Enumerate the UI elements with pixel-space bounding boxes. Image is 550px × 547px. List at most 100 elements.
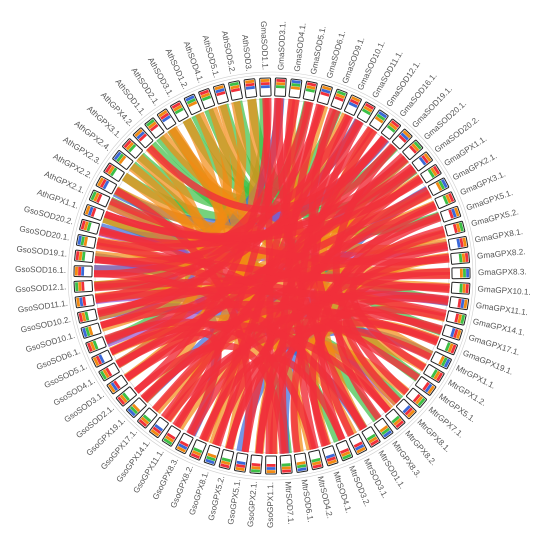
- gene-box-stripe: [441, 179, 448, 189]
- gene-box-stripe: [458, 253, 463, 263]
- gene-box-stripe: [102, 180, 110, 190]
- gene-box-stripe: [402, 130, 411, 139]
- gene-box: [302, 80, 318, 102]
- gene-box-stripe: [456, 238, 461, 248]
- gene-box: [249, 454, 263, 475]
- gene-box-stripe: [342, 453, 352, 460]
- gene-box-stripe: [361, 108, 371, 116]
- gene-box-outline: [249, 454, 263, 475]
- gene-box-stripe: [236, 463, 246, 469]
- gene-box-stripe: [230, 84, 240, 90]
- gene-box: [203, 444, 221, 466]
- gene-box-stripe: [356, 446, 366, 454]
- gene-box: [396, 398, 417, 420]
- gene-box: [430, 351, 452, 370]
- gene-box-stripe: [393, 417, 402, 426]
- gene-box-stripe: [404, 407, 413, 416]
- gene-box-stripe: [424, 383, 433, 393]
- gene-box-outline: [446, 310, 467, 326]
- gene-box-stripe: [178, 443, 188, 450]
- gene-box-stripe: [105, 367, 113, 377]
- gene-box: [112, 150, 134, 170]
- gene-box-stripe: [230, 87, 241, 93]
- gene-label: GmaSOD5.1.: [309, 25, 328, 75]
- gene-box-stripe: [207, 452, 217, 459]
- gene-box-stripe: [216, 91, 226, 97]
- gene-box-stripe: [89, 341, 96, 351]
- gene-box-stripe: [142, 414, 152, 423]
- gene-box-stripe: [84, 311, 90, 321]
- gene-box-stripe: [460, 299, 465, 309]
- gene-box: [89, 189, 111, 208]
- gene-box-stripe: [149, 123, 159, 132]
- gene-box-stripe: [462, 283, 466, 293]
- gene-box-stripe: [400, 132, 409, 141]
- link-red: [115, 329, 222, 436]
- gene-box-outline: [361, 426, 381, 448]
- gene-box-outline: [77, 308, 98, 324]
- gene-box-stripe: [201, 95, 212, 102]
- gene-box-stripe: [415, 395, 424, 405]
- gene-box-stripe: [427, 169, 435, 178]
- gene-box-stripe: [355, 444, 365, 451]
- gene-box-outline: [444, 220, 466, 237]
- gene-box-stripe: [123, 139, 132, 149]
- gene-box-stripe: [83, 221, 89, 231]
- link-red: [100, 300, 439, 346]
- gene-box-outline: [440, 205, 462, 223]
- gene-label: GsoSOD20.1.: [19, 224, 71, 242]
- gene-box-outline: [218, 449, 235, 470]
- gene-label: MtrSOD6.1.: [300, 479, 316, 523]
- gene-box-outline: [144, 117, 165, 139]
- gene-box-outline: [132, 127, 154, 149]
- gene-box-stripe: [443, 358, 451, 368]
- gene-box-stripe: [297, 467, 307, 472]
- link-red: [103, 163, 415, 240]
- gene-box-stripe: [78, 282, 82, 292]
- gene-box-stripe: [128, 144, 137, 153]
- gene-box-stripe: [173, 104, 183, 112]
- gene-box-stripe: [245, 85, 255, 90]
- gene-box-outline: [149, 416, 169, 439]
- gene-box: [406, 387, 427, 408]
- gene-box: [348, 433, 368, 455]
- gene-box-outline: [423, 364, 445, 383]
- gene-box-stripe: [266, 467, 276, 470]
- gene-box: [446, 310, 467, 326]
- gene-box-stripe: [236, 460, 246, 465]
- gene-box-stripe: [215, 88, 225, 94]
- gene-box: [122, 138, 143, 159]
- gene-box-outline: [369, 109, 389, 131]
- gene-box-stripe: [74, 266, 78, 276]
- gene-box-outline: [288, 78, 303, 99]
- gene-box-stripe: [188, 100, 198, 108]
- gene-box-stripe: [166, 432, 176, 440]
- gene-box-outline: [434, 191, 456, 209]
- gene-box-stripe: [163, 438, 173, 446]
- gene-box: [218, 449, 235, 470]
- gene-box-stripe: [266, 463, 276, 467]
- gene-box: [243, 78, 258, 99]
- gene-box-outline: [137, 407, 158, 429]
- gene-box-stripe: [327, 459, 337, 465]
- gene-box-stripe: [291, 83, 301, 87]
- gene-label: GsoGPX5.2.: [207, 475, 227, 522]
- gene-label: GsoSOD19.1.: [16, 244, 68, 258]
- gene-box-stripe: [82, 327, 88, 338]
- gene-box-stripe: [147, 121, 157, 130]
- gene-box-stripe: [80, 220, 86, 230]
- gene-box-stripe: [460, 314, 466, 324]
- gene-box: [73, 265, 93, 278]
- gene-box: [381, 118, 401, 140]
- gene-label: GmaSOD3.1.: [276, 21, 287, 71]
- gene-box-stripe: [457, 298, 462, 308]
- gene-box-stripe: [395, 420, 404, 429]
- gene-box-stripe: [409, 145, 418, 154]
- gene-box-stripe: [138, 133, 147, 142]
- gene-box-stripe: [127, 408, 136, 417]
- gene-box-stripe: [281, 466, 291, 470]
- gene-box-stripe: [311, 460, 322, 466]
- gene-box-outline: [74, 294, 95, 309]
- gene-box-stripe: [171, 102, 181, 109]
- gene-box-stripe: [378, 111, 388, 119]
